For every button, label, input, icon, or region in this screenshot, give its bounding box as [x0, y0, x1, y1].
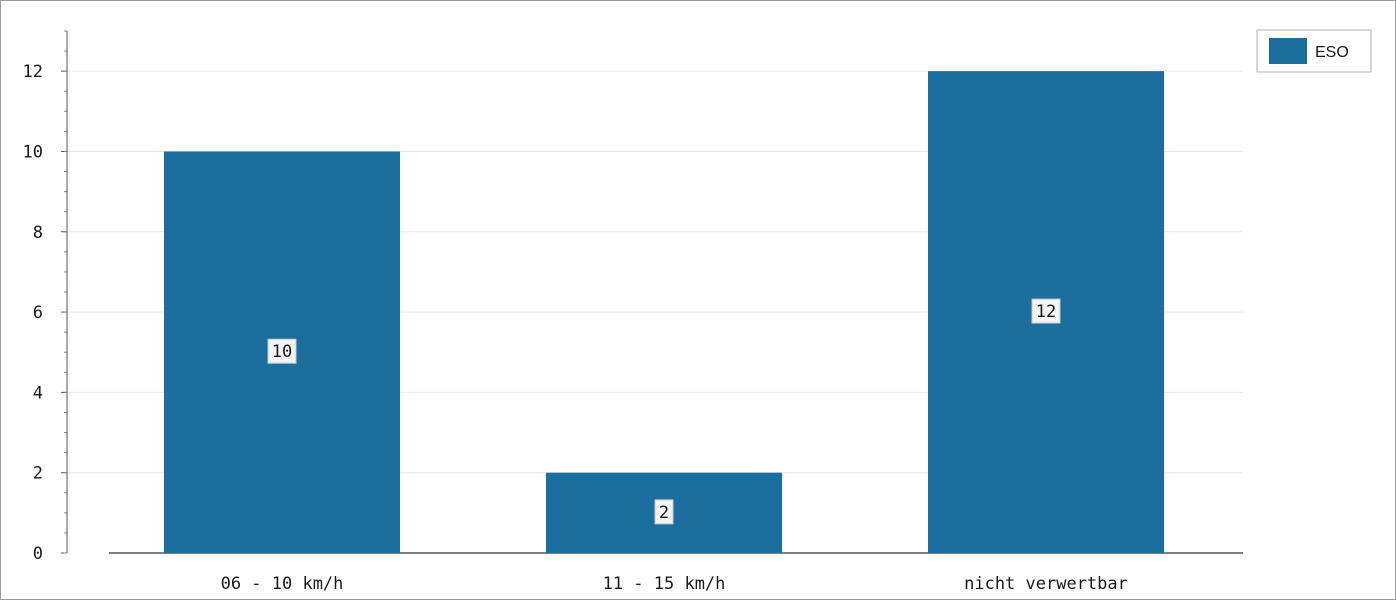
- y-tick-label: 10: [23, 142, 43, 162]
- data-label-box: [1031, 298, 1061, 324]
- data-label-box: [654, 499, 674, 525]
- data-label: 10: [272, 342, 292, 362]
- category-labels: 06 - 10 km/h 11 - 15 km/h nicht verwertbar: [221, 574, 1128, 594]
- y-tick-label: 4: [33, 383, 43, 403]
- category-label: 11 - 15 km/h: [603, 574, 726, 594]
- category-label: nicht verwertbar: [964, 574, 1128, 594]
- data-labels: 10 2 12: [267, 298, 1061, 525]
- y-tick-label: 8: [33, 223, 43, 243]
- y-tick-labels: 0 2 4 6 8 10 12: [23, 62, 43, 564]
- data-label: 2: [659, 503, 669, 523]
- y-tick-label: 6: [33, 303, 43, 323]
- y-tick-label: 12: [23, 62, 43, 82]
- data-label: 12: [1036, 302, 1056, 322]
- data-label-box: [267, 338, 297, 364]
- legend-swatch: [1269, 38, 1307, 64]
- legend: ESO: [1256, 29, 1372, 73]
- category-label: 06 - 10 km/h: [221, 574, 344, 594]
- legend-label: ESO: [1315, 44, 1349, 61]
- y-tick-label: 2: [33, 464, 43, 484]
- y-tick-label: 0: [33, 544, 43, 564]
